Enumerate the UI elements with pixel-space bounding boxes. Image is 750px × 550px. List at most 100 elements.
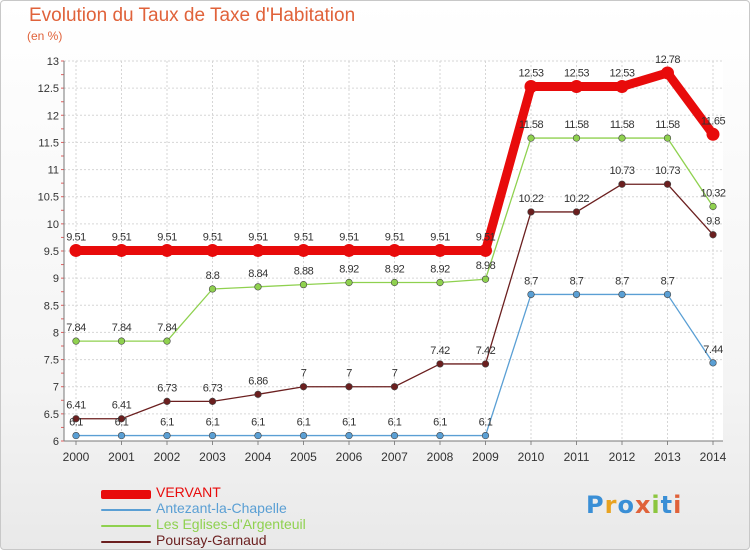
data-point (208, 431, 217, 440)
data-label: 12.53 (564, 68, 589, 80)
data-label: 9.51 (248, 231, 268, 243)
data-point (72, 415, 80, 423)
data-point (572, 208, 581, 216)
data-point (254, 390, 262, 398)
data-label: 11.58 (519, 119, 544, 131)
data-label: 6.73 (157, 382, 177, 394)
legend-swatch (101, 509, 151, 511)
x-tick-label: 2000 (63, 450, 90, 464)
data-label: 9.51 (476, 231, 496, 243)
legend-swatch (101, 525, 151, 527)
x-tick-label: 2001 (108, 450, 135, 464)
data-point (436, 360, 444, 368)
data-point (345, 431, 353, 440)
y-tick-label: 8.5 (44, 300, 59, 312)
data-point (572, 134, 581, 142)
legend-label: VERVANT (156, 484, 221, 500)
data-label: 9.51 (112, 231, 132, 243)
data-label: 12.78 (655, 54, 680, 66)
data-label: 10.22 (518, 193, 543, 205)
data-point (299, 431, 308, 440)
data-label: 7.42 (476, 345, 496, 357)
data-point (481, 431, 490, 440)
chart-title: Evolution du Taux de Taxe d'Habitation (29, 5, 356, 26)
data-label: 10.22 (564, 193, 589, 205)
logo-letter: i (673, 491, 683, 519)
y-tick-label: 11 (48, 165, 59, 177)
data-point (570, 80, 583, 94)
x-tick-label: 2003 (199, 450, 226, 464)
data-label: 8.92 (339, 263, 359, 275)
data-label: 6.1 (69, 417, 83, 429)
data-point (160, 243, 174, 257)
data-label: 7 (301, 368, 307, 380)
data-label: 8.7 (661, 275, 675, 287)
data-label: 6.1 (297, 417, 311, 429)
data-label: 8.92 (385, 263, 405, 275)
data-label: 6.86 (248, 375, 268, 387)
data-point (206, 243, 219, 257)
y-tick-label: 9.5 (44, 246, 59, 258)
data-point (163, 337, 171, 345)
data-point (663, 290, 672, 299)
proxiti-logo: Proxiti (586, 491, 682, 519)
data-label: 9.51 (385, 231, 405, 243)
data-point (208, 397, 217, 405)
data-point (572, 290, 581, 299)
data-point (345, 383, 353, 391)
data-label: 10.73 (655, 165, 680, 177)
data-point (663, 134, 672, 142)
data-point (297, 243, 310, 257)
data-point (481, 360, 490, 368)
data-label: 9.8 (706, 216, 720, 228)
data-point (524, 80, 538, 94)
data-point (390, 431, 399, 440)
data-point (72, 337, 80, 345)
data-label: 6.73 (203, 382, 223, 394)
data-label: 7.84 (112, 322, 132, 334)
data-point (208, 285, 217, 293)
data-point (709, 202, 717, 211)
logo-letter: r (604, 491, 618, 519)
data-point (117, 431, 126, 440)
legend-swatch (101, 489, 151, 499)
y-tick-label: 6 (53, 436, 59, 448)
x-tick-label: 2009 (472, 450, 499, 464)
y-tick-label: 10 (47, 219, 59, 231)
data-label: 11.58 (564, 119, 589, 131)
data-point (706, 127, 720, 141)
data-point (527, 290, 535, 299)
data-label: 6.1 (160, 417, 174, 429)
x-tick-label: 2006 (336, 450, 363, 464)
data-point (342, 243, 356, 257)
legend-label: Poursay-Garnaud (156, 532, 267, 548)
data-label: 8.88 (294, 266, 314, 278)
logo-letter: t (660, 491, 674, 519)
data-label: 9.51 (66, 231, 86, 243)
x-tick-label: 2002 (154, 450, 181, 464)
data-label: 7 (392, 368, 398, 380)
data-point (709, 231, 717, 239)
data-point (163, 431, 171, 440)
data-label: 8.8 (206, 270, 220, 282)
data-point (661, 66, 674, 80)
data-point (479, 243, 492, 257)
data-point (117, 415, 126, 423)
data-label: 8.92 (430, 263, 450, 275)
data-point (615, 80, 629, 94)
y-tick-label: 6.5 (44, 409, 59, 421)
logo-letter: o (617, 491, 635, 519)
data-point (254, 431, 262, 440)
legend-swatch (101, 541, 151, 543)
x-tick-label: 2013 (654, 450, 681, 464)
x-tick-label: 2004 (245, 450, 272, 464)
data-point (115, 243, 128, 257)
x-tick-label: 2007 (381, 450, 408, 464)
data-point (663, 180, 672, 188)
legend-label: Les Eglises-d'Argenteuil (156, 516, 306, 532)
data-label: 12.53 (518, 68, 543, 80)
x-tick-label: 2008 (427, 450, 454, 464)
data-label: 7.84 (157, 322, 177, 334)
legend-label: Antezant-la-Chapelle (156, 500, 287, 516)
data-label: 7 (346, 368, 352, 380)
